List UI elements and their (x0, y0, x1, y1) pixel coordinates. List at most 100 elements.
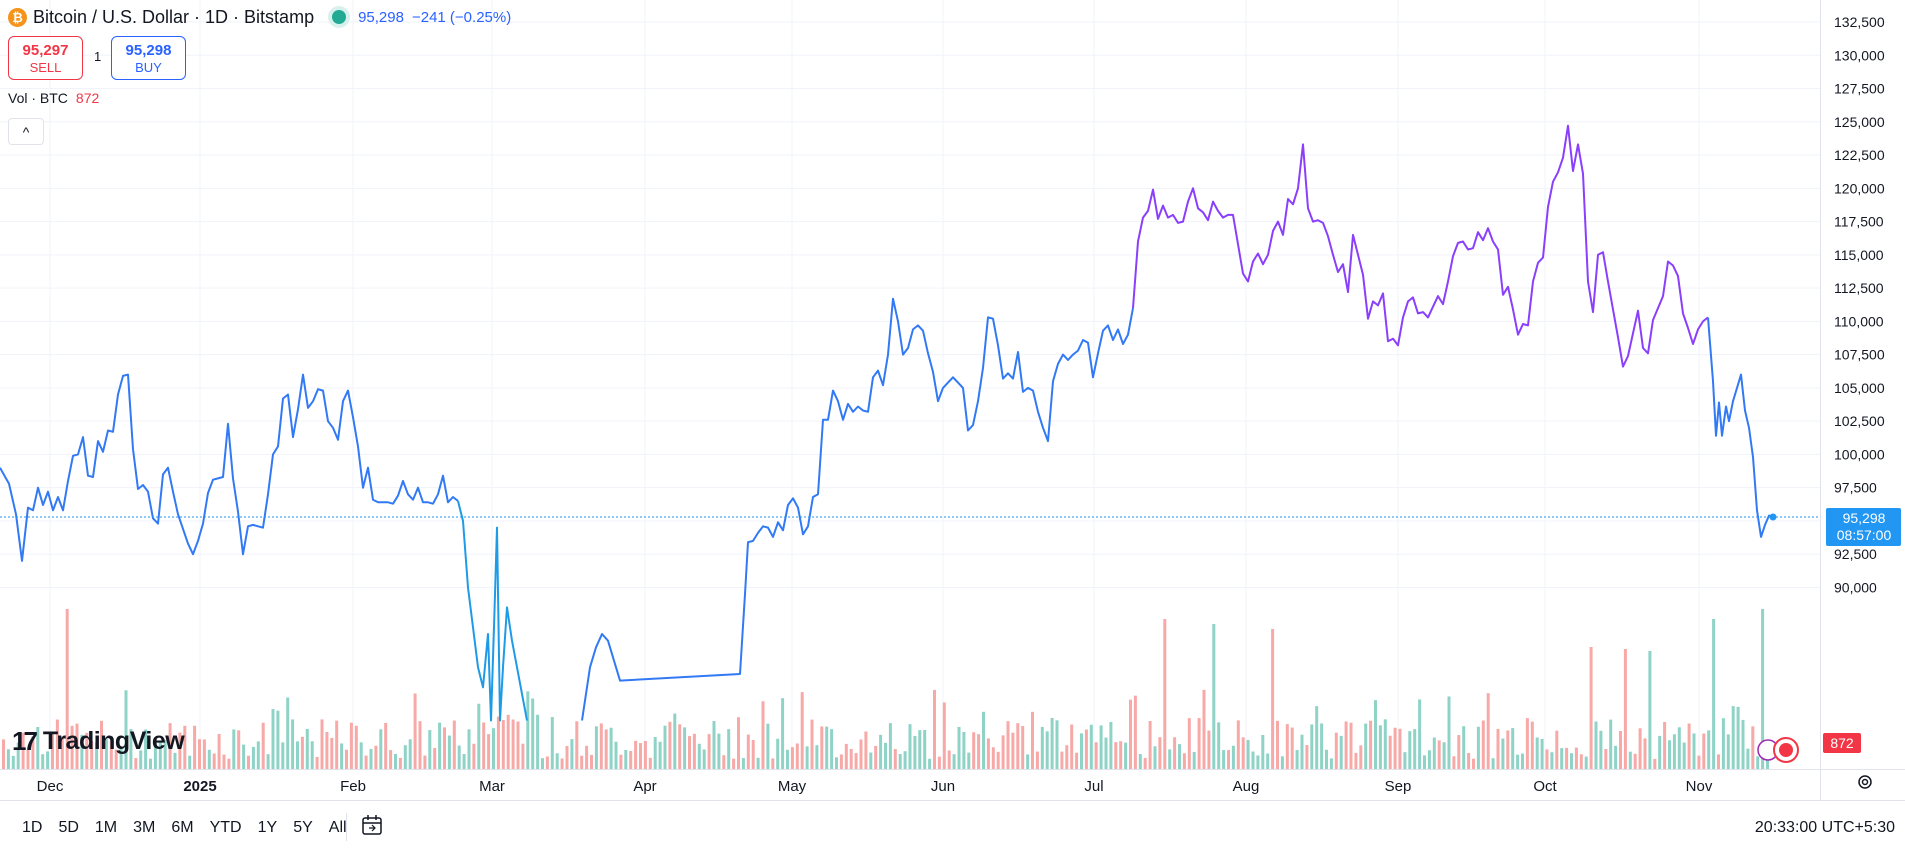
volume-bar (658, 741, 662, 769)
volume-bar (1638, 728, 1642, 769)
collapse-legend-button[interactable]: ^ (8, 118, 44, 145)
range-button-ytd[interactable]: YTD (209, 819, 242, 836)
range-button-all[interactable]: All (328, 819, 347, 836)
events-icons[interactable] (1757, 737, 1799, 763)
range-button-5y[interactable]: 5Y (293, 819, 313, 836)
volume-bar (482, 722, 486, 769)
volume-bar (1633, 753, 1637, 769)
buy-price: 95,298 (125, 41, 172, 59)
volume-bar (1300, 734, 1304, 769)
volume-bar (1109, 722, 1113, 769)
volume-bar (1609, 719, 1613, 769)
y-tick-label: 92,500 (1834, 546, 1877, 562)
volume-bar (844, 743, 848, 769)
volume-bar (129, 729, 133, 769)
sell-button[interactable]: 95,297 SELL (8, 36, 83, 80)
range-button-1m[interactable]: 1M (94, 819, 118, 836)
x-tick-label: Jul (1084, 778, 1103, 795)
volume-bar (6, 749, 10, 769)
current-price-text: 95,298 (1843, 510, 1886, 526)
volume-bar (139, 750, 143, 769)
range-button-1y[interactable]: 1Y (257, 819, 278, 836)
volume-bar (639, 743, 642, 769)
volume-bar (1687, 723, 1691, 769)
volume-bar (732, 758, 736, 769)
range-button-3m[interactable]: 3M (133, 819, 156, 836)
y-tick-label: 130,000 (1834, 47, 1885, 63)
volume-bar (643, 740, 647, 769)
tradingview-logo[interactable]: 17 TradingView (12, 726, 185, 757)
volume-bar (1158, 737, 1162, 769)
symbol-title[interactable]: Bitcoin / U.S. Dollar · 1D · Bitstamp (33, 6, 315, 27)
volume-bar (560, 758, 564, 769)
volume-bar (1217, 722, 1221, 769)
range-button-1d[interactable]: 1D (22, 819, 43, 836)
volume-bar (462, 754, 466, 769)
volume-legend[interactable]: Vol · BTC 872 (8, 90, 99, 106)
volume-bar (604, 729, 608, 769)
volume-bar (369, 748, 373, 769)
x-tick-label: Jun (931, 778, 955, 795)
x-tick-label: Feb (340, 778, 366, 795)
tradingview-logo-text: TradingView (42, 727, 185, 755)
buy-button[interactable]: 95,298 BUY (111, 36, 186, 80)
volume-bar (46, 751, 50, 769)
buy-label: BUY (135, 59, 162, 75)
volume-bar (776, 738, 780, 769)
volume-bar (261, 722, 265, 769)
price-line-segment (1132, 124, 1709, 368)
range-button-6m[interactable]: 6M (171, 819, 194, 836)
y-tick-label: 107,500 (1834, 347, 1885, 363)
volume-bar (198, 739, 201, 769)
volume-bar (594, 726, 598, 769)
volume-bar (810, 719, 814, 769)
price-chart[interactable]: 132,500 130,000 127,500 125,000 122,500 120,0… (0, 0, 1905, 800)
volume-bar (653, 737, 657, 769)
price-line-segment (581, 297, 1134, 721)
x-axis[interactable]: Dec 2025 Feb Mar Apr May Jun Jul Aug Sep Oct Nov (37, 778, 1713, 795)
gear-icon[interactable] (1855, 772, 1875, 792)
volume-bar (51, 732, 54, 769)
symbol-header[interactable]: ₿ Bitcoin / U.S. Dollar · 1D · Bitstamp … (8, 6, 511, 28)
volume-bar (986, 738, 990, 769)
volume-bar (65, 609, 69, 769)
current-price-label: 95,298 08:57:00 (1826, 507, 1901, 546)
y-tick-label: 105,000 (1834, 380, 1885, 396)
volume-bar (149, 758, 152, 769)
volume-bar (1339, 735, 1343, 769)
volume-bar (761, 701, 765, 769)
volume-bar (153, 741, 157, 769)
volume-bar (869, 752, 873, 769)
volume-bar (1535, 737, 1539, 769)
volume-bar (1648, 651, 1652, 769)
volume-bar (60, 737, 64, 769)
volume-bar (795, 743, 799, 769)
volume-bar (423, 755, 427, 769)
volume-bar (114, 749, 118, 769)
volume-bar (1467, 752, 1471, 769)
volume-bar (1261, 734, 1265, 769)
volume-bar (991, 747, 995, 769)
volume-bar (1717, 754, 1720, 769)
volume-bar (585, 745, 589, 769)
volume-bar (296, 741, 299, 769)
volume-bar (330, 737, 334, 769)
volume-bar (1075, 752, 1079, 769)
bar-countdown-text: 08:57:00 (1837, 527, 1892, 543)
volume-bar (648, 757, 652, 769)
sell-label: SELL (29, 59, 62, 75)
volume-bar (751, 740, 755, 769)
range-button-5d[interactable]: 5D (58, 819, 79, 836)
volume-bar (413, 693, 417, 769)
chart-clock[interactable]: 20:33:00 UTC+5:30 (1754, 819, 1895, 836)
volume-bar (619, 754, 623, 769)
volume-bar (1432, 737, 1436, 769)
volume-bar (1334, 732, 1338, 769)
calendar-icon[interactable] (360, 813, 384, 837)
volume-bar (1070, 724, 1074, 769)
volume-bar (1697, 755, 1701, 769)
order-quantity[interactable]: 1 (94, 49, 102, 64)
volume-bar (41, 754, 45, 769)
volume-bar (1746, 748, 1750, 769)
volume-bar (609, 727, 613, 769)
